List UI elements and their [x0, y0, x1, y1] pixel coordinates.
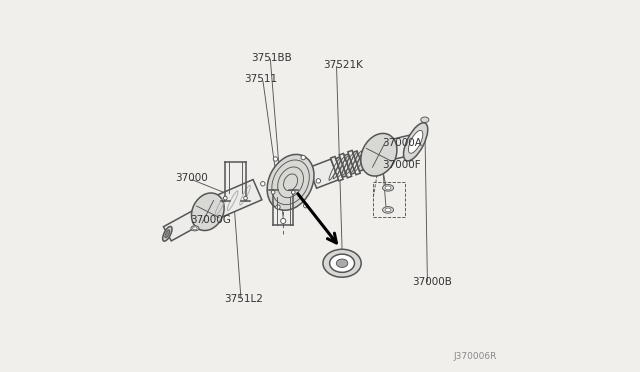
Text: 37000A: 37000A — [383, 138, 422, 148]
Ellipse shape — [193, 227, 197, 230]
Polygon shape — [335, 157, 347, 177]
Ellipse shape — [165, 230, 170, 238]
Ellipse shape — [383, 185, 394, 191]
Polygon shape — [308, 159, 339, 188]
Text: 37000B: 37000B — [412, 277, 452, 287]
Circle shape — [271, 190, 275, 194]
Circle shape — [316, 179, 321, 183]
Polygon shape — [353, 151, 364, 171]
Circle shape — [276, 205, 280, 209]
Ellipse shape — [323, 249, 361, 277]
Circle shape — [260, 182, 265, 186]
Circle shape — [303, 203, 308, 208]
Text: 37000: 37000 — [175, 173, 207, 183]
Ellipse shape — [267, 154, 314, 210]
Bar — [373, 182, 404, 217]
Circle shape — [281, 218, 286, 224]
Polygon shape — [348, 150, 360, 175]
Text: 3751BB: 3751BB — [252, 53, 292, 63]
Polygon shape — [163, 206, 208, 241]
Polygon shape — [331, 157, 343, 181]
Ellipse shape — [408, 131, 423, 153]
Polygon shape — [344, 154, 355, 174]
Ellipse shape — [385, 186, 391, 190]
Ellipse shape — [385, 208, 391, 212]
Ellipse shape — [404, 123, 428, 161]
Ellipse shape — [163, 227, 172, 241]
Ellipse shape — [191, 226, 199, 231]
Circle shape — [273, 157, 278, 161]
Text: 37511: 37511 — [244, 74, 278, 84]
Circle shape — [301, 155, 305, 160]
Ellipse shape — [330, 254, 355, 272]
Ellipse shape — [420, 117, 429, 122]
Text: 37000G: 37000G — [191, 215, 232, 225]
Text: J370006R: J370006R — [453, 352, 497, 361]
Circle shape — [291, 190, 295, 194]
Text: 37000F: 37000F — [383, 160, 421, 170]
Polygon shape — [206, 180, 262, 220]
Circle shape — [244, 196, 247, 200]
Ellipse shape — [337, 259, 348, 267]
Polygon shape — [380, 135, 414, 161]
Text: 37521K: 37521K — [323, 60, 363, 70]
Circle shape — [223, 196, 227, 200]
Polygon shape — [339, 153, 351, 178]
Text: 3751L2: 3751L2 — [225, 294, 263, 304]
Ellipse shape — [361, 134, 397, 176]
Ellipse shape — [191, 193, 224, 231]
Ellipse shape — [383, 206, 394, 213]
